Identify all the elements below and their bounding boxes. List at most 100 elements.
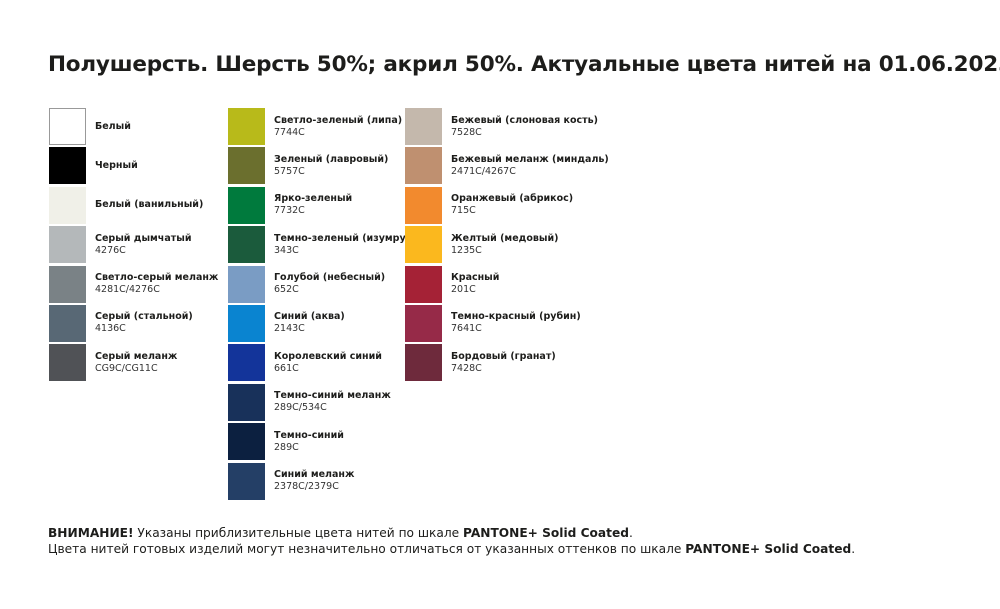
pantone-brand: PANTONE+ Solid Coated [685, 542, 852, 556]
color-swatch [405, 147, 442, 185]
swatch-label: Темно-красный (рубин) 7641C [451, 305, 581, 342]
color-swatch [228, 147, 265, 185]
color-swatch [49, 147, 86, 185]
pantone-code: CG9C/CG11C [95, 362, 158, 374]
color-swatch [405, 344, 442, 382]
pantone-code: 4276C [95, 244, 126, 256]
swatch-label: Оранжевый (абрикос) 715C [451, 187, 573, 224]
color-name: Синий (аква) [274, 311, 345, 323]
pantone-code: 7428C [451, 362, 482, 374]
swatch-label: Красный 201C [451, 266, 499, 303]
color-name: Оранжевый (абрикос) [451, 193, 574, 205]
pantone-code: 2378C/2379C [274, 481, 339, 493]
color-swatch [49, 304, 86, 342]
notice-line-2: Цвета нитей готовых изделий могут незнач… [48, 542, 855, 556]
notice-end: . [851, 542, 856, 556]
pantone-brand: PANTONE+ Solid Coated [463, 526, 629, 540]
pantone-code: 2143C [274, 323, 305, 335]
color-swatch [228, 383, 265, 421]
pantone-code: 715C [451, 205, 476, 217]
pantone-code: 7732C [274, 205, 305, 217]
color-name: Королевский синий [274, 350, 382, 362]
color-name: Голубой (небесный) [274, 272, 386, 284]
color-swatch [49, 344, 86, 382]
color-swatch [228, 344, 265, 382]
color-name: Темно-синий меланж [274, 390, 391, 402]
swatch-label: Бежевый (слоновая кость) 7528C [451, 108, 598, 145]
swatch-label: Черный [95, 147, 138, 184]
color-swatch [405, 186, 442, 224]
pantone-code: 289C/534C [274, 402, 327, 414]
swatch-label: Бежевый меланж (миндаль) 2471C/4267C [451, 147, 609, 184]
pantone-code: 7528C [451, 126, 482, 138]
color-swatch [228, 226, 265, 264]
swatch-label: Бордовый (гранат) 7428C [451, 344, 556, 381]
page-title: Полушерсть. Шерсть 50%; акрил 50%. Актуа… [48, 52, 1000, 77]
color-name: Светло-зеленый (липа) [274, 114, 403, 126]
notice-text: Цвета нитей готовых изделий могут незнач… [48, 542, 686, 556]
color-swatch [49, 186, 86, 224]
swatch-label: Светло-зеленый (липа) 7744C [274, 108, 402, 145]
color-name: Черный [95, 159, 138, 171]
color-name: Бордовый (гранат) [451, 350, 556, 362]
swatch-label: Зеленый (лавровый) 5757C [274, 147, 388, 184]
pantone-code: 5757C [274, 165, 305, 177]
color-name: Серый меланж [95, 350, 178, 362]
pantone-code: 7641C [451, 323, 482, 335]
color-name: Ярко-зеленый [274, 193, 353, 205]
color-name: Темно-красный (рубин) [451, 311, 581, 323]
color-name: Желтый (медовый) [451, 232, 559, 244]
notice-text: Указаны приблизительные цвета нитей по ш… [133, 526, 464, 540]
notice-warning: ВНИМАНИЕ! [48, 526, 134, 540]
swatch-label: Темно-зеленый (изумруд) 343C [274, 226, 418, 263]
swatch-label: Ярко-зеленый 7732C [274, 187, 352, 224]
color-swatch [228, 304, 265, 342]
swatch-label: Синий (аква) 2143C [274, 305, 345, 342]
pantone-code: 4136C [95, 323, 126, 335]
pantone-code: 661C [274, 362, 299, 374]
color-name: Красный [451, 272, 500, 284]
color-swatch [228, 423, 265, 461]
color-swatch [228, 186, 265, 224]
color-name: Темно-синий [274, 429, 344, 441]
color-swatch [405, 108, 442, 145]
pantone-code: 1235C [451, 244, 482, 256]
pantone-code: 343C [274, 244, 299, 256]
color-swatch [405, 226, 442, 264]
color-name: Бежевый (слоновая кость) [451, 114, 598, 126]
pantone-code: 289C [274, 441, 299, 453]
swatch-label: Белый (ванильный) [95, 187, 203, 224]
color-swatch [228, 108, 265, 145]
swatch-label: Темно-синий меланж 289C/534C [274, 384, 391, 421]
swatch-label: Белый [95, 108, 131, 145]
pantone-code: 7744C [274, 126, 305, 138]
color-name: Белый (ванильный) [95, 199, 204, 211]
color-name: Темно-зеленый (изумруд) [274, 232, 418, 244]
color-name: Светло-серый меланж [95, 272, 219, 284]
color-swatch [49, 226, 86, 264]
color-swatch [49, 108, 86, 145]
notice-end: . [628, 526, 633, 540]
color-name: Зеленый (лавровый) [274, 153, 389, 165]
swatch-label: Голубой (небесный) 652C [274, 266, 385, 303]
color-swatch [405, 304, 442, 342]
color-swatch [405, 265, 442, 303]
pantone-code: 4281C/4276C [95, 284, 160, 296]
color-name: Синий меланж [274, 469, 355, 481]
swatch-label: Серый меланж CG9C/CG11C [95, 344, 177, 381]
pantone-code: 201C [451, 284, 476, 296]
pantone-code: 2471C/4267C [451, 165, 516, 177]
color-name: Серый (стальной) [95, 311, 193, 323]
swatch-label: Серый (стальной) 4136C [95, 305, 193, 342]
color-name: Серый дымчатый [95, 232, 192, 244]
color-name: Белый [95, 120, 131, 132]
color-swatch [228, 265, 265, 303]
swatch-label: Желтый (медовый) 1235C [451, 226, 558, 263]
swatch-label: Светло-серый меланж 4281C/4276C [95, 266, 218, 303]
pantone-code: 652C [274, 284, 299, 296]
notice-line-1: ВНИМАНИЕ! Указаны приблизительные цвета … [48, 526, 633, 540]
swatch-label: Королевский синий 661C [274, 344, 382, 381]
swatch-label: Серый дымчатый 4276C [95, 226, 191, 263]
color-swatch [49, 265, 86, 303]
